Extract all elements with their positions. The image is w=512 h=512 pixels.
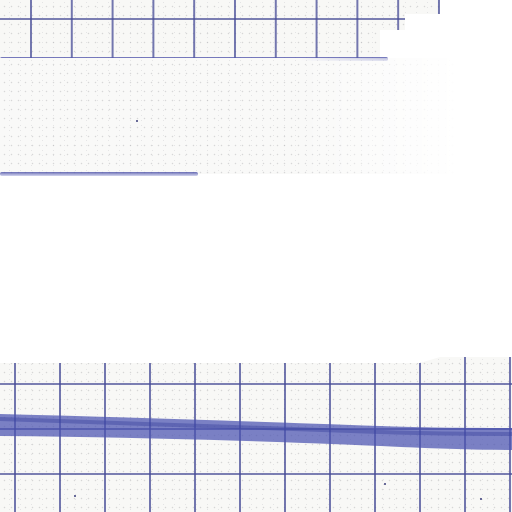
- ink-speck: [74, 495, 76, 497]
- ink-speck: [384, 483, 386, 485]
- ink-stroke-highlight: [0, 417, 512, 436]
- middle-blank-paper-strip: [0, 58, 460, 174]
- middle-fragment-edge-line: [0, 172, 198, 176]
- ink-speck: [136, 120, 138, 122]
- ink-speck: [480, 498, 482, 500]
- top-grid-lines: [0, 0, 440, 58]
- top-graph-paper-fragment: [0, 0, 440, 58]
- ink-stroke-band: [0, 414, 512, 450]
